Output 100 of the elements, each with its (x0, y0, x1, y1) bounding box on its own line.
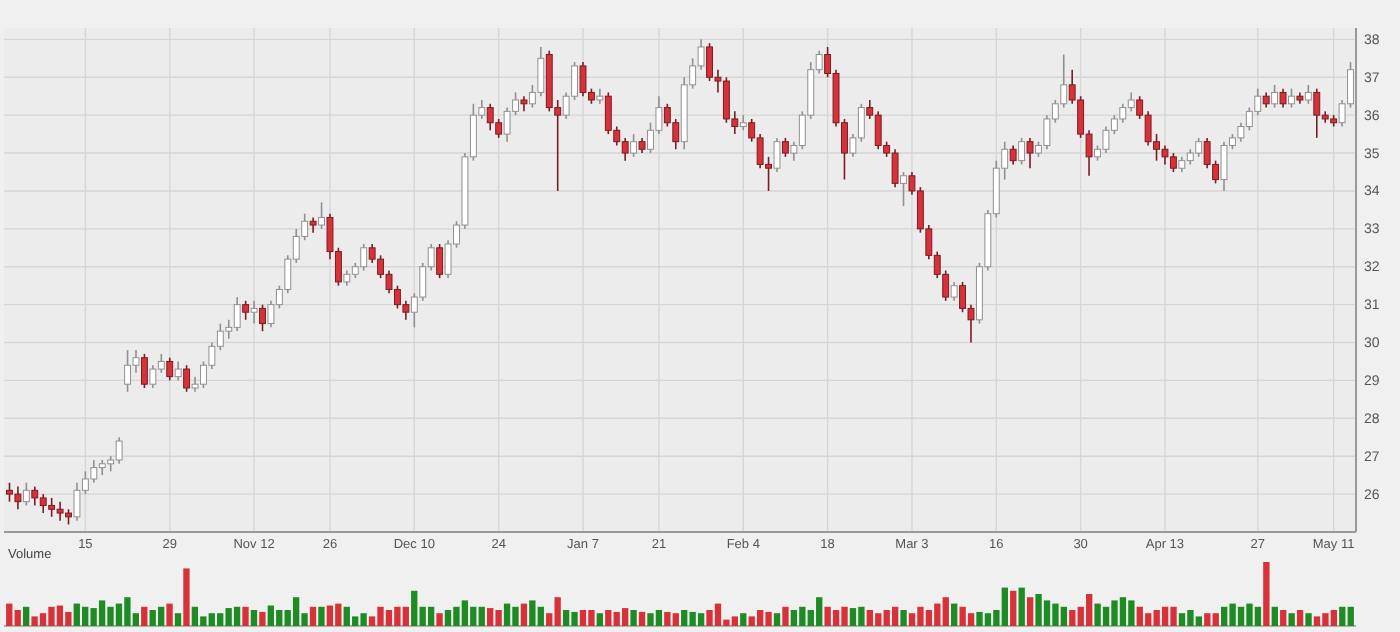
candlestick (1313, 87, 1321, 139)
bar (1322, 613, 1329, 626)
candlestick (48, 497, 56, 518)
bar (124, 597, 131, 626)
bar (14, 610, 21, 626)
candlestick (140, 353, 148, 389)
bar (503, 603, 511, 626)
candlestick (1195, 137, 1203, 158)
bar (208, 613, 215, 626)
bar (816, 597, 823, 626)
candlestick (242, 300, 250, 321)
bar (537, 606, 544, 626)
bar (1161, 606, 1169, 626)
bar (1060, 606, 1068, 626)
bar (487, 608, 494, 626)
bar (141, 606, 148, 626)
candlestick (56, 500, 64, 522)
bar (326, 605, 334, 626)
bar (773, 613, 781, 626)
bar (470, 606, 477, 626)
candlestick (1169, 152, 1177, 173)
bar (98, 600, 106, 626)
candlestick (1279, 87, 1287, 109)
candlestick (1009, 144, 1017, 166)
bar (1305, 613, 1312, 626)
bar (967, 613, 975, 626)
bar (1111, 600, 1118, 626)
candlestick (891, 148, 899, 188)
bar (984, 613, 992, 626)
bar (647, 613, 654, 626)
candlestick (1127, 91, 1135, 113)
bar (1043, 600, 1051, 626)
bar (824, 606, 831, 626)
candlestick (1304, 84, 1312, 105)
bar (942, 597, 949, 626)
bar (394, 606, 401, 626)
candlestick (233, 296, 241, 332)
bar (478, 606, 485, 626)
bar (740, 613, 747, 626)
bar (22, 606, 30, 626)
bar (858, 606, 865, 626)
bar (377, 606, 384, 626)
bar (250, 610, 258, 626)
bar (1347, 606, 1354, 626)
bar (39, 613, 47, 626)
bar (917, 606, 924, 626)
bar (1145, 613, 1152, 626)
bar (411, 590, 418, 626)
candlestick (115, 436, 123, 465)
bar (233, 606, 241, 626)
candlestick (1026, 137, 1034, 170)
bar (1119, 597, 1127, 626)
bar (73, 603, 80, 626)
bar (1246, 603, 1253, 626)
bar (622, 608, 629, 626)
bar (1094, 603, 1101, 626)
bar (461, 600, 469, 626)
bar (1229, 603, 1236, 626)
bar (1296, 610, 1304, 626)
candlestick (1220, 140, 1228, 192)
bar (1221, 606, 1228, 626)
bar (1263, 562, 1270, 626)
bar (571, 611, 578, 626)
candlestick (360, 243, 368, 272)
candlestick (604, 91, 612, 135)
candlestick (1119, 102, 1127, 124)
bar (748, 616, 755, 626)
bar (495, 610, 502, 626)
bar (1102, 606, 1110, 626)
bar (1204, 613, 1211, 626)
bar (934, 603, 941, 626)
bar (292, 597, 300, 626)
bar (166, 603, 173, 626)
candlestick (149, 364, 157, 389)
candlestick (773, 137, 781, 173)
bar (579, 610, 587, 626)
bar (276, 610, 283, 626)
bar (174, 613, 182, 626)
bar (1086, 594, 1093, 626)
bar (554, 597, 561, 626)
candlestick (950, 281, 958, 302)
candlestick (1271, 84, 1279, 109)
candlestick (259, 303, 266, 332)
candlestick (174, 360, 182, 382)
candlestick (22, 481, 30, 507)
candlestick (90, 459, 98, 484)
bar (107, 606, 114, 626)
bar (891, 606, 899, 626)
bar (588, 610, 595, 626)
bar (1313, 616, 1321, 626)
bar (444, 610, 452, 626)
bar (1237, 606, 1245, 626)
candlestick (166, 356, 174, 382)
candlestick (503, 106, 511, 143)
bar (655, 610, 663, 626)
bar (1187, 610, 1194, 626)
bar (782, 606, 789, 626)
candlestick (486, 102, 494, 132)
candlestick (781, 137, 789, 158)
bar (453, 606, 460, 626)
